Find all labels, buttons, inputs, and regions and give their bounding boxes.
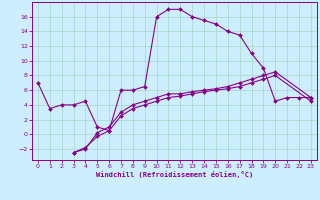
X-axis label: Windchill (Refroidissement éolien,°C): Windchill (Refroidissement éolien,°C) xyxy=(96,171,253,178)
